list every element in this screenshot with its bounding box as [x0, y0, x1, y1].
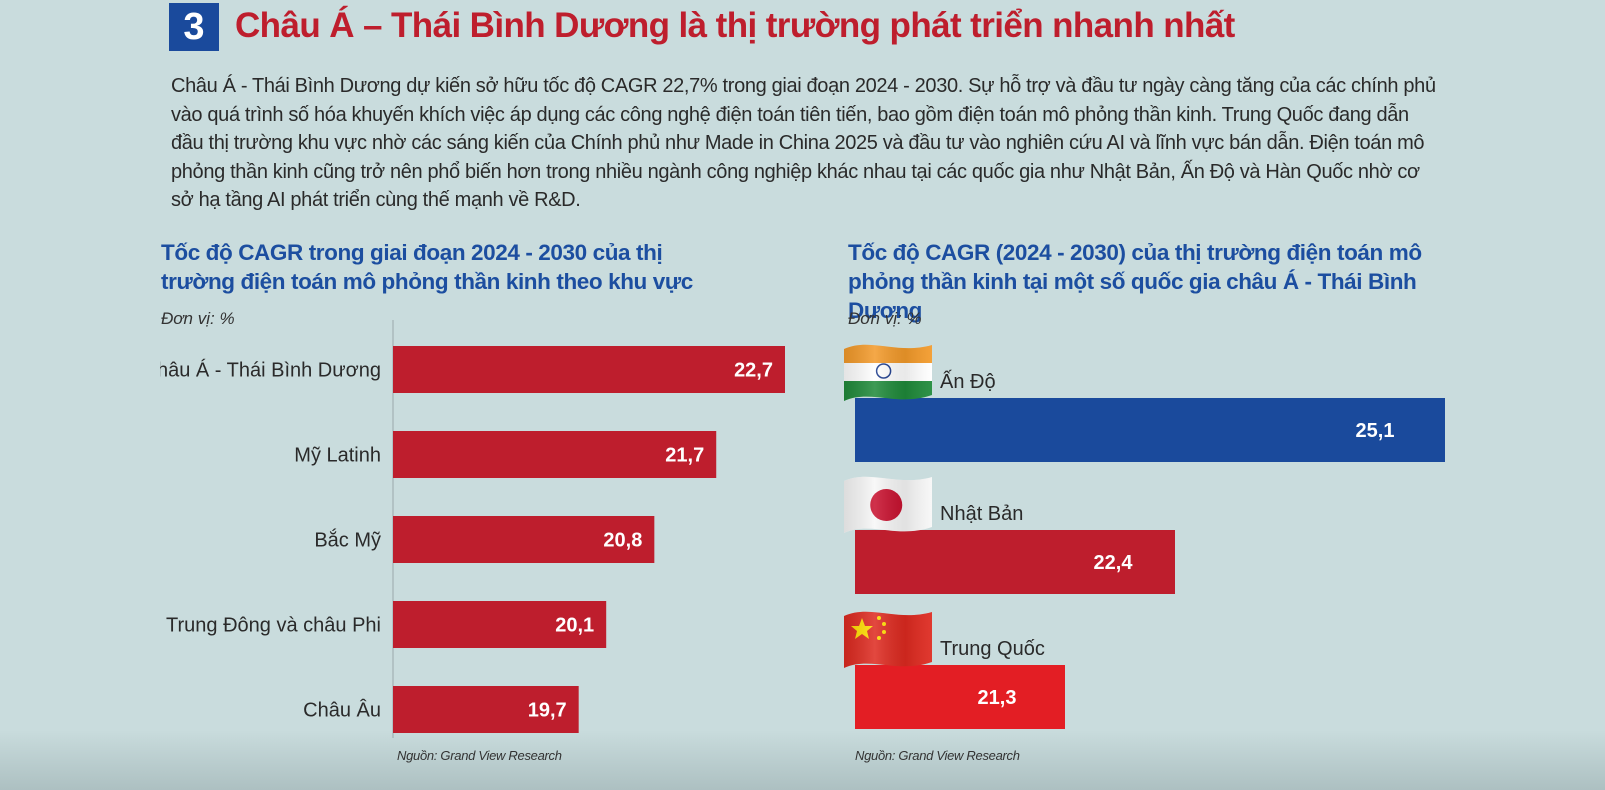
region-bar	[393, 346, 785, 393]
country-category-label: Ấn Độ	[940, 370, 996, 393]
region-value-label: 21,7	[665, 445, 704, 467]
region-chart-unit: Đơn vị: %	[161, 309, 235, 328]
japan-flag-icon	[844, 476, 932, 533]
country-value-label: 21,3	[978, 687, 1017, 709]
country-chart-title: Tốc độ CAGR (2024 - 2030) của thị trường…	[848, 240, 1422, 323]
bottom-shadow	[0, 730, 1605, 790]
china-flag-icon	[844, 611, 932, 668]
country-category-label: Trung Quốc	[940, 638, 1045, 660]
region-value-label: 22,7	[734, 360, 773, 382]
region-bar	[393, 516, 655, 563]
country-value-label: 25,1	[1356, 420, 1395, 442]
country-chart-source: Nguồn: Grand View Research	[855, 748, 1020, 763]
region-cagr-chart: 22,7 Châu Á - Thái Bình Dương 21,7 Mỹ Latin…	[160, 320, 785, 738]
country-category-label: Nhật Bản	[940, 503, 1023, 525]
intro-paragraph: Châu Á - Thái Bình Dương dự kiến sở hữu …	[171, 75, 1436, 211]
region-value-label: 19,7	[528, 700, 567, 722]
region-chart-source: Nguồn: Grand View Research	[397, 748, 562, 763]
region-category-label: Mỹ Latinh	[294, 445, 381, 467]
region-category-label: Bắc Mỹ	[314, 529, 381, 552]
india-flag-icon	[844, 344, 932, 401]
country-bar	[855, 398, 1445, 462]
region-bar	[393, 601, 607, 648]
region-chart-title: Tốc độ CAGR trong giai đoạn 2024 - 2030 …	[161, 240, 693, 294]
section-number-badge: 3	[169, 3, 219, 51]
region-value-label: 20,8	[603, 530, 642, 552]
region-category-label: Trung Đông và châu Phi	[166, 615, 381, 637]
country-cagr-chart: 25,1 Ấn Độ 22,4 Nhật Bản 21,3 Trung Quốc	[844, 344, 1445, 729]
region-bar	[393, 431, 717, 478]
country-bar	[855, 530, 1175, 594]
page-heading: Châu Á – Thái Bình Dương là thị trường p…	[235, 6, 1235, 45]
region-value-label: 20,1	[555, 615, 594, 637]
country-value-label: 22,4	[1094, 552, 1134, 574]
country-bar	[855, 665, 1065, 729]
region-bar	[393, 686, 579, 733]
country-chart-unit: Đơn vị: %	[848, 309, 922, 328]
region-category-label: Châu Âu	[303, 699, 381, 722]
region-category-label: Châu Á - Thái Bình Dương	[160, 359, 381, 382]
